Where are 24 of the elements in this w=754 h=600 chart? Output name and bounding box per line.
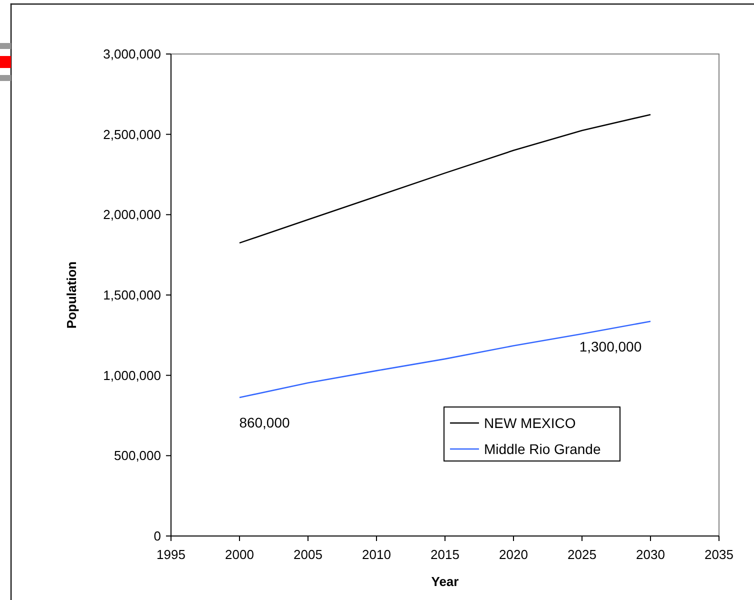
x-tick-label: 1995 bbox=[156, 547, 186, 562]
y-tick-label: 3,000,000 bbox=[103, 46, 161, 62]
annotation: 1,300,000 bbox=[579, 338, 642, 354]
annotation: 860,000 bbox=[239, 414, 290, 431]
x-tick-label: 2005 bbox=[294, 547, 322, 562]
x-tick-label: 2015 bbox=[430, 547, 460, 562]
y-tick-label: 2,000,000 bbox=[103, 207, 161, 222]
x-tick-label: 2030 bbox=[636, 547, 665, 562]
legend-label: Middle Rio Grande bbox=[484, 441, 601, 457]
y-tick-label: 1,000,000 bbox=[103, 368, 161, 383]
x-tick-label: 2020 bbox=[499, 547, 528, 562]
y-tick-label: 0 bbox=[154, 528, 161, 544]
line-series bbox=[238, 320, 652, 398]
x-tick-label: 2025 bbox=[568, 547, 596, 562]
y-axis-title: Population bbox=[64, 261, 79, 329]
x-tick-label: 2000 bbox=[225, 547, 254, 562]
y-tick-label: 500,000 bbox=[114, 448, 161, 464]
legend-label: NEW MEXICO bbox=[484, 415, 576, 431]
y-tick-label: 2,500,000 bbox=[103, 126, 161, 142]
x-tick-label: 2035 bbox=[704, 547, 734, 562]
x-axis-title: Year bbox=[431, 574, 459, 589]
x-tick-label: 2010 bbox=[362, 547, 391, 562]
line-series bbox=[238, 114, 652, 244]
y-tick-label: 1,500,000 bbox=[103, 288, 161, 302]
